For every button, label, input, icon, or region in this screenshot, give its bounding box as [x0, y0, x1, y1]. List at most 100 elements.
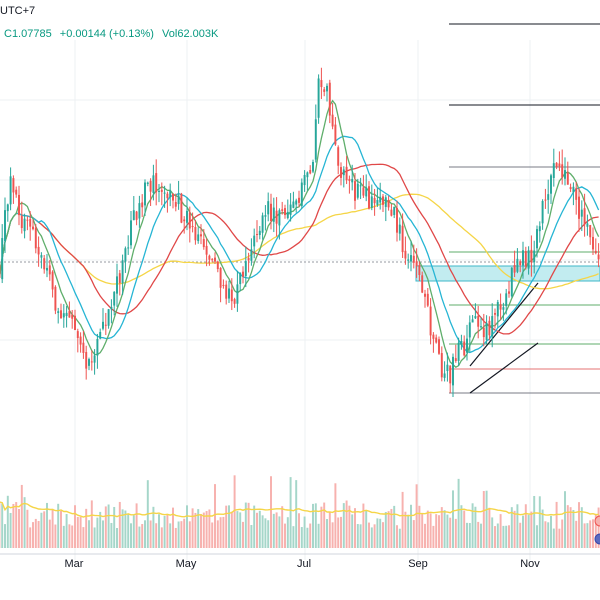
candle	[530, 235, 533, 277]
volume-bar	[93, 527, 96, 548]
candle	[331, 102, 334, 130]
candle	[359, 177, 362, 200]
candle-body	[368, 186, 370, 209]
candle	[340, 162, 342, 186]
candle-body	[314, 119, 317, 160]
candle	[477, 305, 480, 339]
volume-bar	[309, 523, 312, 548]
candle-body	[118, 273, 121, 284]
candle-body	[23, 218, 26, 232]
candle-body	[401, 225, 404, 253]
candle	[337, 145, 340, 175]
candle-body	[597, 254, 600, 260]
candle-body	[219, 267, 222, 288]
volume-bar	[530, 511, 533, 548]
candle	[186, 197, 188, 231]
volume-bar	[9, 512, 12, 548]
candle	[37, 236, 40, 267]
volume-bar	[177, 521, 180, 548]
candle-body	[320, 80, 323, 88]
candle-body	[463, 341, 466, 356]
candle-body	[337, 147, 340, 166]
candle-body	[177, 195, 180, 205]
candle	[594, 238, 597, 255]
candle	[502, 302, 505, 321]
candle-body	[253, 235, 256, 247]
candle-body	[68, 311, 71, 318]
volume-bar	[40, 512, 43, 548]
candle	[90, 350, 93, 371]
volume-bar	[303, 516, 306, 548]
candle-body	[208, 255, 211, 260]
volume-bar	[354, 508, 356, 548]
candle	[564, 157, 566, 186]
volume-bar	[264, 518, 267, 548]
candle	[118, 269, 121, 296]
candle	[102, 308, 104, 331]
volume-bar	[370, 527, 373, 548]
candle	[54, 285, 57, 315]
candle	[230, 278, 233, 311]
candle-body	[163, 192, 166, 194]
candle	[233, 297, 236, 308]
volume-bar	[513, 510, 516, 548]
candle	[292, 191, 295, 209]
candle-body	[586, 223, 589, 227]
candle-body	[351, 178, 354, 183]
candle-body	[438, 339, 440, 354]
candle-body	[583, 208, 586, 225]
candle-body	[446, 364, 449, 372]
candle-body	[272, 207, 275, 222]
candle-body	[547, 194, 550, 200]
candle	[440, 346, 443, 382]
candle-body	[197, 234, 200, 242]
candle-body	[356, 183, 359, 198]
change-value: +0.00144 (+0.13%)	[59, 28, 154, 40]
volume-bar	[488, 507, 491, 548]
candle	[284, 204, 286, 219]
candle-body	[334, 124, 337, 145]
volume-bar	[331, 522, 334, 548]
candle	[379, 182, 382, 210]
volume-bar	[242, 521, 244, 548]
volume-bar	[46, 502, 48, 548]
volume-bar	[121, 509, 124, 548]
candle	[499, 293, 502, 320]
candle-body	[580, 209, 583, 217]
candle	[71, 310, 74, 329]
candle	[494, 308, 496, 329]
volume-bar	[468, 523, 471, 548]
x-axis-tick-label: Jul	[297, 558, 311, 570]
volume-bar	[88, 520, 90, 548]
candle-body	[485, 322, 488, 340]
candle	[152, 164, 155, 201]
volume-bar	[482, 491, 485, 548]
candle	[454, 344, 457, 363]
volume-bar	[558, 528, 561, 548]
candle-body	[370, 196, 373, 208]
candlesticks	[0, 67, 600, 397]
volume-bar	[20, 484, 23, 548]
candle	[410, 240, 412, 272]
candle	[561, 149, 564, 185]
volume-bar	[90, 500, 93, 548]
candle-body	[342, 169, 345, 176]
volume-bar	[362, 503, 365, 548]
candle	[239, 272, 242, 292]
volume-bar	[538, 496, 541, 548]
candle	[104, 312, 107, 336]
candle	[270, 193, 272, 230]
candle-body	[491, 316, 494, 337]
candle-body	[166, 193, 169, 199]
rising-channel	[469, 282, 539, 394]
volume-bar	[270, 476, 272, 548]
candle	[135, 210, 138, 226]
candle	[256, 220, 258, 243]
candle	[211, 258, 214, 263]
candle-body	[96, 338, 99, 356]
candle-body	[488, 320, 491, 336]
candle	[544, 188, 547, 209]
candle	[491, 303, 494, 348]
